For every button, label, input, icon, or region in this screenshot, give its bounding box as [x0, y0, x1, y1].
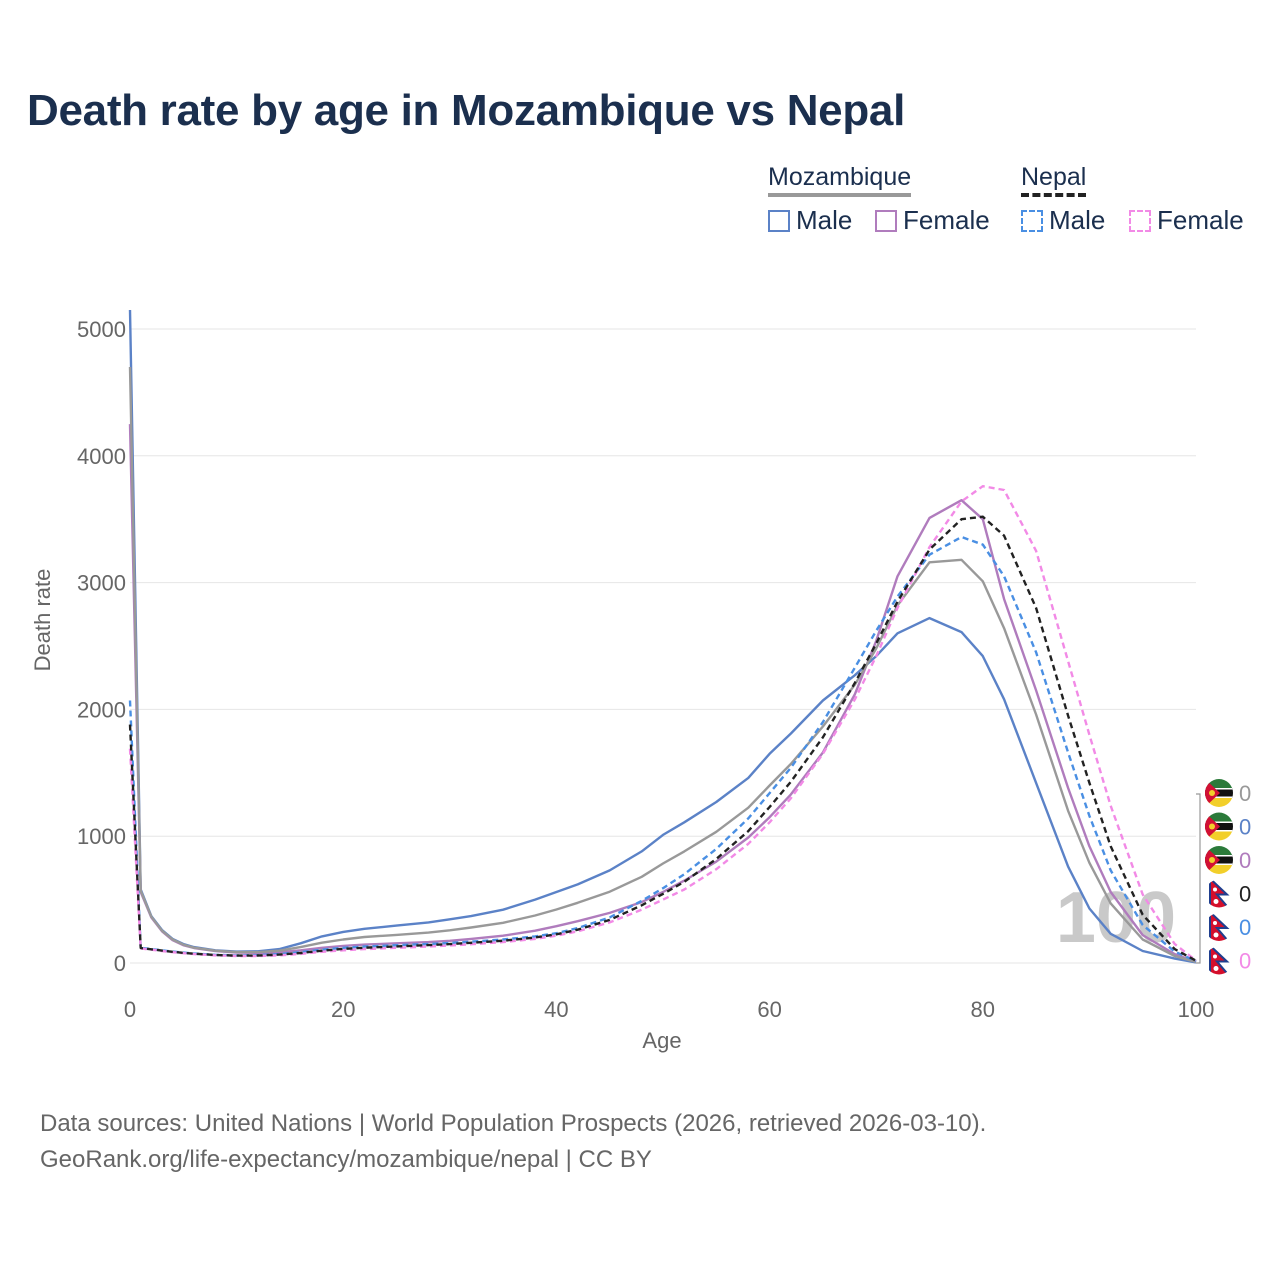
series-line-nepal-female[interactable]: [128, 485, 1197, 962]
nepal-flag-icon: [1205, 913, 1233, 941]
legend-item-nepal-female[interactable]: Female: [1129, 205, 1244, 236]
legend-group-nepal[interactable]: Nepal: [1021, 163, 1087, 197]
legend-swatch-mozambique-female: [875, 209, 897, 232]
series-line-mozambique-female[interactable]: [128, 424, 1197, 963]
y-tick-label-4000: 4000: [77, 444, 126, 469]
series-line-mozambique-both[interactable]: [128, 366, 1197, 964]
mozambique-flag-icon: [1205, 812, 1233, 841]
data-source: Data sources: United Nations | World Pop…: [40, 1106, 986, 1178]
nepal-flag-icon: [1205, 946, 1233, 975]
x-tick-label-100: 100: [1178, 997, 1215, 1022]
end-label-bracket: [1196, 793, 1201, 964]
legend-group-nepal-label: Nepal: [1021, 163, 1087, 191]
x-axis-label: Age: [642, 1028, 681, 1053]
x-tick-label-80: 80: [971, 997, 995, 1022]
legend-label-mozambique-male: Male: [796, 205, 853, 235]
legend-swatch-mozambique-male: [768, 209, 790, 232]
series-line-nepal-both[interactable]: [128, 515, 1197, 962]
legend-label-nepal-female: Female: [1157, 205, 1244, 235]
legend-swatch-nepal-male: [1021, 209, 1043, 232]
source-line-2[interactable]: GeoRank.org/life-expectancy/mozambique/n…: [40, 1146, 652, 1173]
x-tick-label-20: 20: [331, 997, 355, 1022]
legend-label-mozambique-female: Female: [903, 205, 990, 235]
chart-title: Death rate by age in Mozambique vs Nepal: [27, 86, 906, 135]
y-tick-label-0: 0: [114, 951, 126, 976]
x-tick-label-40: 40: [544, 997, 568, 1022]
y-axis-ticks: 0 1000 2000 3000 4000 5000: [77, 317, 126, 976]
legend-mozambique-line: [768, 193, 912, 197]
legend-group-mozambique[interactable]: Mozambique: [768, 163, 912, 197]
y-axis-label: Death rate: [30, 569, 55, 672]
y-tick-label-1000: 1000: [77, 824, 126, 849]
x-tick-label-60: 60: [757, 997, 781, 1022]
x-tick-label-0: 0: [124, 997, 136, 1022]
end-label-value: 0: [1239, 949, 1251, 974]
mozambique-flag-icon: [1205, 779, 1233, 807]
legend-item-mozambique-female[interactable]: Female: [875, 205, 990, 236]
legend-group-mozambique-label: Mozambique: [768, 163, 912, 191]
year-watermark: 100: [1056, 878, 1176, 958]
end-label-value: 0: [1239, 882, 1251, 907]
end-label-value: 0: [1239, 781, 1251, 806]
y-tick-label-3000: 3000: [77, 571, 126, 596]
legend-swatch-nepal-female: [1129, 209, 1151, 232]
end-labels: 0 0 0 0 0 0: [1196, 779, 1251, 975]
series-line-nepal-male[interactable]: [128, 535, 1197, 963]
end-label-value: 0: [1239, 848, 1251, 873]
mozambique-flag-icon: [1205, 846, 1233, 874]
x-axis-ticks: 0 20 40 60 80 100: [124, 997, 1214, 1022]
end-label-value: 0: [1239, 815, 1251, 840]
grid-lines: [130, 328, 1196, 964]
y-tick-label-5000: 5000: [77, 317, 126, 342]
legend-nepal-line: [1021, 193, 1087, 197]
legend-label-nepal-male: Male: [1049, 205, 1106, 235]
nepal-flag-icon: [1205, 879, 1233, 908]
series-lines: [128, 309, 1197, 964]
source-line-1[interactable]: Data sources: United Nations | World Pop…: [40, 1110, 987, 1137]
y-tick-label-2000: 2000: [77, 697, 126, 722]
legend-item-nepal-male[interactable]: Male: [1021, 205, 1105, 236]
legend-item-mozambique-male[interactable]: Male: [768, 205, 852, 236]
end-label-value: 0: [1239, 915, 1251, 940]
